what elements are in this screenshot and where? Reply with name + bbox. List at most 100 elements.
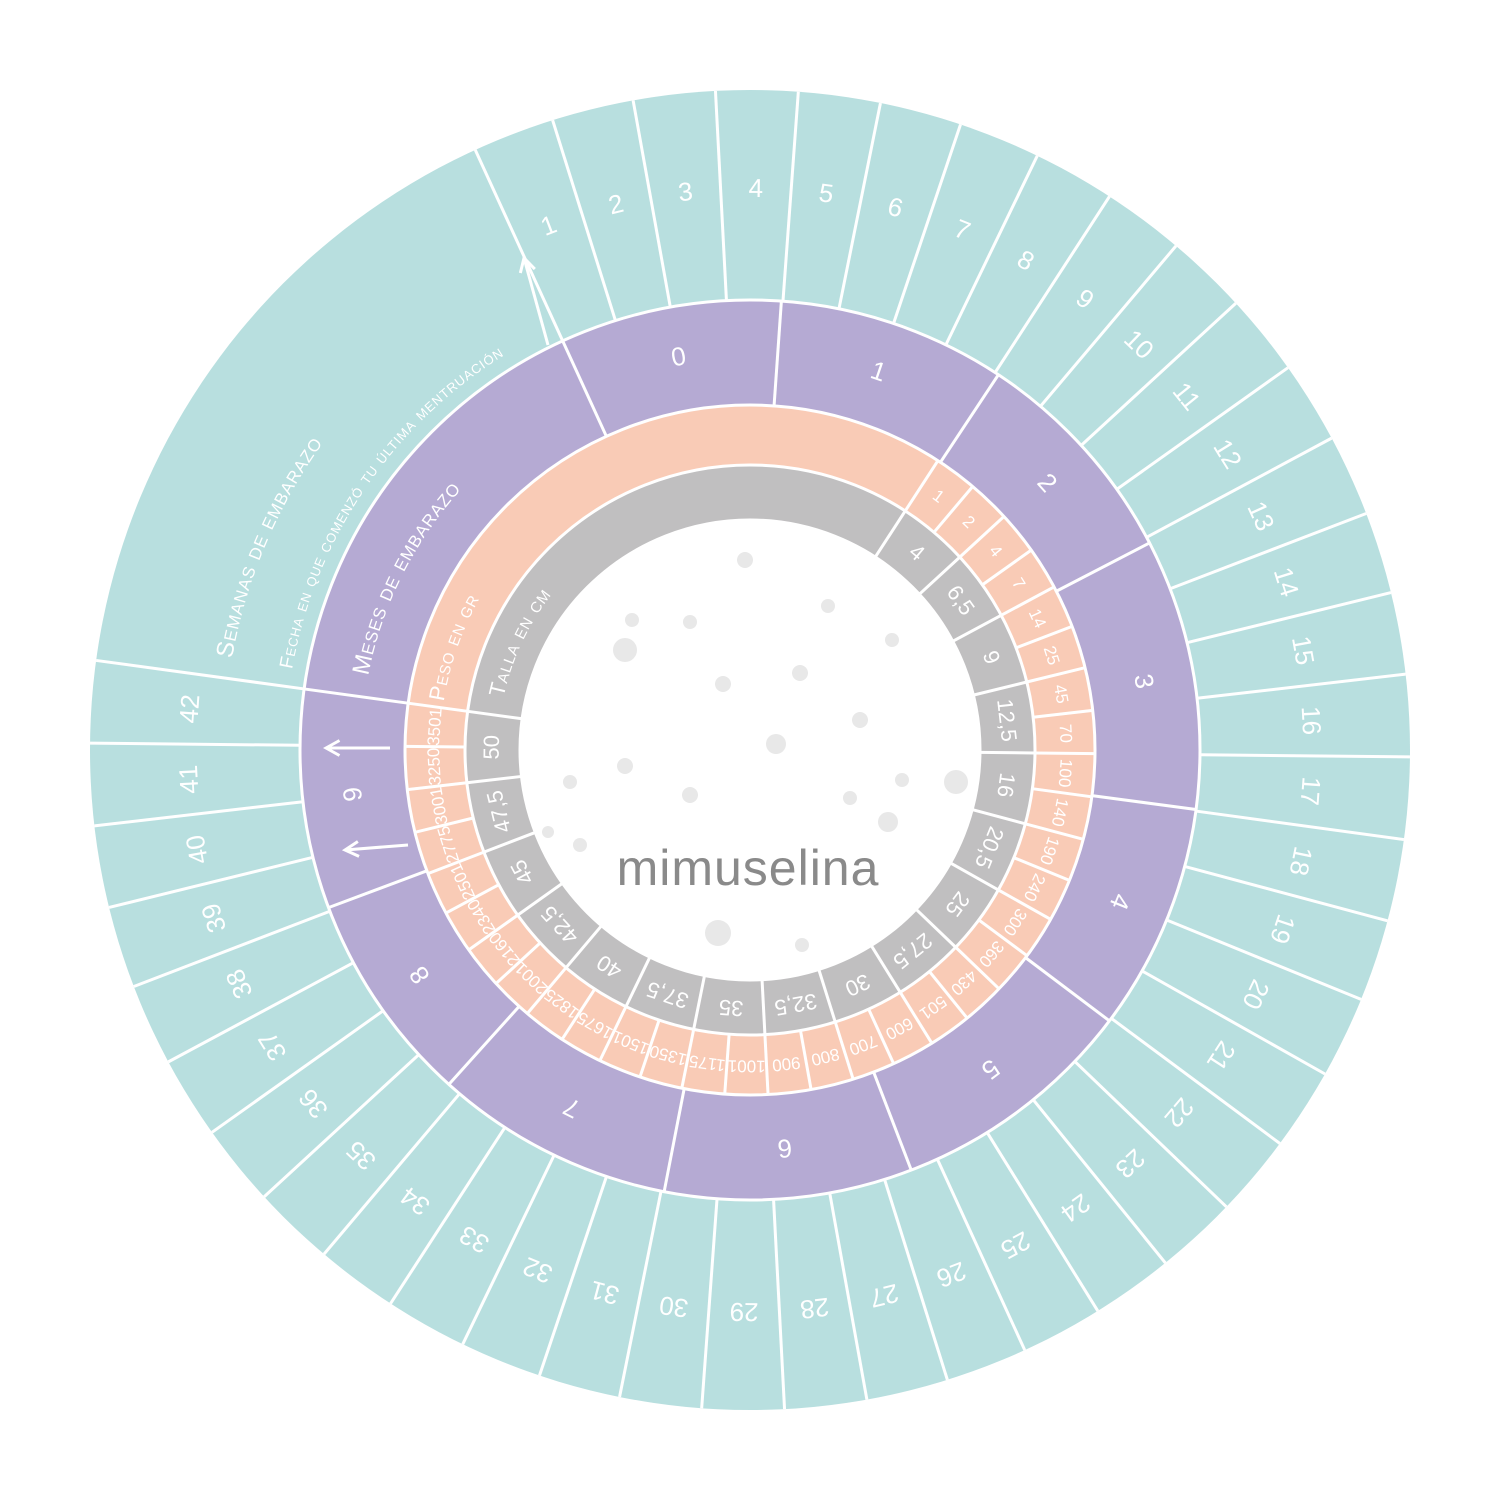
week-label: 2 [605,188,626,221]
separator [467,709,523,721]
separators [90,90,1410,1410]
decorative-dots [542,552,968,952]
separator [1032,787,1093,799]
dot [573,838,587,852]
separator [772,300,783,406]
separator [713,90,728,301]
separator [723,1034,731,1095]
month-nine-arrow [345,845,409,850]
separator [932,485,974,534]
separator [211,1009,385,1134]
separator [944,155,1039,346]
separator [551,119,617,322]
separator [833,1021,855,1080]
separator [624,956,652,1008]
separator [1145,436,1333,539]
month-label: 3 [1128,672,1160,691]
dot [792,665,808,681]
separator [971,808,1026,826]
week-label: 4 [748,173,763,203]
separator [389,1126,507,1305]
separator [466,774,522,785]
week-label: 42 [173,693,205,724]
separator [892,123,962,324]
separator [473,149,565,342]
separator [781,91,800,302]
month-label: 9 [337,785,368,803]
separator [1013,856,1070,882]
separator [662,1088,686,1193]
separator [1055,541,1151,593]
week-label: 5 [817,177,835,209]
separator [405,744,466,749]
separator [928,970,969,1020]
weight-label: 900 [771,1053,801,1075]
separator [973,680,1028,697]
dot [843,791,857,805]
separator [461,1154,556,1345]
rings [90,90,1410,1410]
separator [700,1198,719,1409]
separator [772,1199,787,1410]
separator [108,855,314,909]
separator [427,850,485,876]
separator [483,831,536,854]
separator [263,1053,420,1198]
dot [613,638,637,662]
dot [885,633,899,647]
separator [997,888,1052,921]
separator [598,1005,628,1062]
separator [680,1029,696,1089]
separator [1184,865,1388,923]
month-label: 0 [669,340,689,372]
separator [869,944,902,994]
separator [167,961,355,1064]
separator [631,100,672,308]
logo: mimuselina [617,840,880,896]
weight-label: 25 [1040,644,1064,668]
separator [993,195,1111,374]
separator [763,1034,770,1095]
separator [618,1190,663,1398]
weight-label: 1001 [728,1056,766,1075]
dot [944,770,968,794]
length-label: 35 [718,995,744,1022]
separator [445,883,500,915]
week-label: 28 [799,1292,831,1325]
separator [1199,753,1410,759]
separator [322,1092,461,1256]
separator [903,459,940,512]
separator [1039,244,1178,408]
separator [526,966,568,1015]
separator [407,701,468,713]
separator [883,1178,949,1381]
separator [564,924,603,969]
separator [1141,969,1326,1076]
separator [837,102,882,310]
separator [914,908,957,949]
separator [798,1030,813,1090]
length-label: 12,5 [992,698,1022,743]
dot [542,826,554,838]
separator [1073,1060,1228,1208]
week-label: 29 [729,1297,758,1327]
separator [133,909,331,988]
weight-label: 100 [1055,758,1076,788]
separator [1195,809,1405,842]
separator [1015,624,1073,650]
separator [692,975,707,1030]
separator [1000,585,1055,617]
separator [951,614,1002,643]
separator [1024,956,1111,1023]
separator [828,1192,869,1400]
separator [872,1071,913,1171]
dot [682,787,698,803]
separator [867,1008,895,1065]
separator [327,869,428,909]
dot [795,938,809,952]
separator [538,1176,608,1377]
separator [1034,751,1095,756]
week-label: 27 [866,1278,901,1314]
separator [1080,302,1237,447]
separator [303,687,409,705]
